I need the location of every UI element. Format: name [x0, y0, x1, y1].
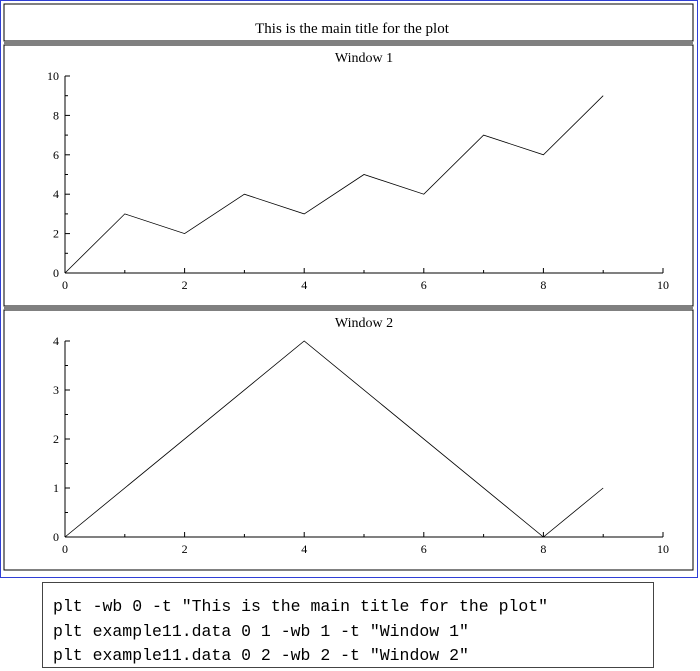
x-tick-label: 2: [182, 542, 188, 556]
chart-window-1: Window 1 0 2 4 6 8 10 0 2 4 6 8 10: [3, 44, 694, 307]
y-tick-label: 4: [53, 334, 59, 348]
y-tick-label: 2: [53, 227, 59, 241]
y-tick-label: 0: [53, 530, 59, 544]
x-tick-label: 10: [657, 542, 669, 556]
y-tick-label: 3: [53, 383, 59, 397]
main-title: This is the main title for the plot: [255, 21, 450, 37]
x-tick-label: 4: [301, 542, 307, 556]
x-tick-label: 0: [62, 278, 68, 292]
series-line: [64, 95, 604, 274]
y-tick-label: 0: [53, 266, 59, 280]
y-tick-label: 10: [47, 69, 59, 83]
y-tick-label: 1: [53, 481, 59, 495]
x-tick-label: 6: [421, 278, 427, 292]
y-tick-label: 8: [53, 108, 59, 122]
window-2-title: Window 2: [335, 316, 393, 331]
plot-window: [0, 0, 698, 578]
x-tick-label: 0: [62, 542, 68, 556]
x-tick-label: 4: [301, 278, 307, 292]
y-tick-label: 4: [53, 187, 59, 201]
window-1-title: Window 1: [335, 51, 393, 66]
x-tick-label: 10: [657, 278, 669, 292]
x-tick-label: 8: [540, 542, 546, 556]
chart-window-2: Window 2 0 2 4 6 8 10 0 1 2 3 4: [3, 309, 694, 571]
main-title-frame: [3, 3, 694, 42]
plot-canvas: This is the main title for the plot Wind…: [3, 3, 694, 571]
command-line: plt example11.data 0 2 -wb 2 -t "Window …: [53, 646, 469, 665]
x-tick-label: 8: [540, 278, 546, 292]
window-2-frame: [3, 309, 694, 571]
window-1-frame: [3, 44, 694, 307]
x-tick-label: 2: [182, 278, 188, 292]
y-tick-label: 6: [53, 148, 59, 162]
command-box: plt -wb 0 -t "This is the main title for…: [42, 582, 654, 668]
series-line: [64, 340, 604, 538]
y-tick-label: 2: [53, 432, 59, 446]
command-line: plt example11.data 0 1 -wb 1 -t "Window …: [53, 621, 469, 641]
x-tick-label: 6: [421, 542, 427, 556]
command-line: plt -wb 0 -t "This is the main title for…: [53, 597, 549, 616]
